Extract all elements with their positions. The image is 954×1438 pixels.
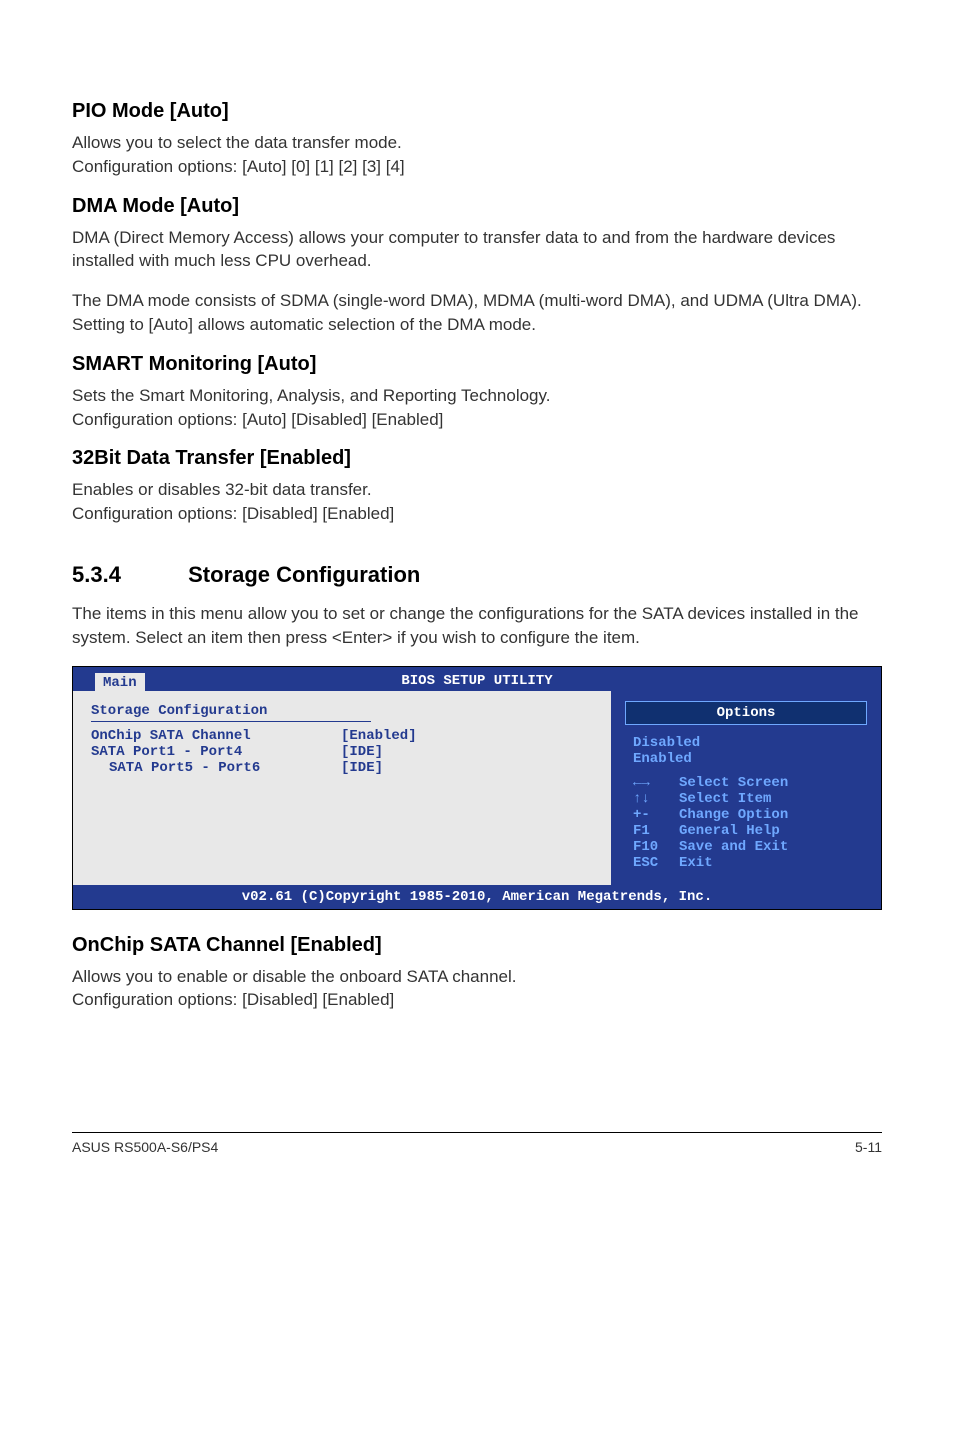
help-key-list: ←→Select Screen ↑↓Select Item +-Change O… (633, 775, 867, 871)
bios-setup-utility: Main BIOS SETUP UTILITY Storage Configur… (72, 666, 882, 910)
footer-product: ASUS RS500A-S6/PS4 (72, 1139, 218, 1155)
text: Configuration options: [Auto] [Disabled]… (72, 410, 443, 429)
options-header: Options (625, 701, 867, 725)
text: Sets the Smart Monitoring, Analysis, and… (72, 386, 550, 405)
help-desc: Exit (679, 855, 713, 871)
bios-item-value: [IDE] (341, 744, 383, 760)
paragraph-onchip: Allows you to enable or disable the onbo… (72, 965, 882, 1013)
bios-item-value: [IDE] (341, 760, 383, 776)
paragraph-32bit: Enables or disables 32-bit data transfer… (72, 478, 882, 526)
help-row: F10Save and Exit (633, 839, 867, 855)
text: Configuration options: [Auto] [0] [1] [2… (72, 157, 405, 176)
bios-right-panel: Options Disabled Enabled ←→Select Screen… (611, 691, 881, 885)
help-key: ←→ (633, 775, 679, 791)
paragraph-pio: Allows you to select the data transfer m… (72, 131, 882, 179)
text: Allows you to select the data transfer m… (72, 133, 402, 152)
help-desc: Select Item (679, 791, 771, 807)
section-title: Storage Configuration (188, 562, 420, 587)
section-number: 5.3.4 (72, 562, 182, 588)
bios-item-value: [Enabled] (341, 728, 417, 744)
paragraph-dma-1: DMA (Direct Memory Access) allows your c… (72, 226, 882, 274)
bios-body: Storage Configuration OnChip SATA Channe… (73, 691, 881, 885)
heading-storage-configuration: 5.3.4 Storage Configuration (72, 562, 882, 588)
text: Enables or disables 32-bit data transfer… (72, 480, 372, 499)
help-row: ESCExit (633, 855, 867, 871)
help-key: ESC (633, 855, 679, 871)
heading-pio-mode: PIO Mode [Auto] (72, 100, 882, 123)
bios-title: BIOS SETUP UTILITY (401, 673, 552, 689)
text: Configuration options: [Disabled] [Enabl… (72, 504, 394, 523)
help-desc: General Help (679, 823, 780, 839)
text: Configuration options: [Disabled] [Enabl… (72, 990, 394, 1009)
bios-title-row: Main BIOS SETUP UTILITY (73, 667, 881, 691)
bios-section-title: Storage Configuration (91, 703, 593, 719)
paragraph-smart: Sets the Smart Monitoring, Analysis, and… (72, 384, 882, 432)
text: Allows you to enable or disable the onbo… (72, 967, 517, 986)
help-key: F1 (633, 823, 679, 839)
bios-tab-main[interactable]: Main (95, 673, 145, 693)
bios-item-sata-port5-6[interactable]: SATA Port5 - Port6 [IDE] (91, 760, 593, 776)
page-footer: ASUS RS500A-S6/PS4 5-11 (72, 1132, 882, 1155)
heading-dma-mode: DMA Mode [Auto] (72, 195, 882, 218)
help-desc: Change Option (679, 807, 788, 823)
bios-left-panel: Storage Configuration OnChip SATA Channe… (73, 691, 611, 885)
divider (91, 721, 371, 722)
help-row: +-Change Option (633, 807, 867, 823)
bios-item-label: SATA Port1 - Port4 (91, 744, 341, 760)
bios-item-onchip-sata[interactable]: OnChip SATA Channel [Enabled] (91, 728, 593, 744)
paragraph-storage-intro: The items in this menu allow you to set … (72, 602, 882, 650)
options-list: Disabled Enabled (633, 735, 867, 767)
bios-footer: v02.61 (C)Copyright 1985-2010, American … (73, 885, 881, 909)
bios-item-label: SATA Port5 - Port6 (91, 760, 341, 776)
help-row: ←→Select Screen (633, 775, 867, 791)
bios-item-label: OnChip SATA Channel (91, 728, 341, 744)
heading-onchip-sata-channel: OnChip SATA Channel [Enabled] (72, 934, 882, 957)
help-row: F1General Help (633, 823, 867, 839)
help-key: F10 (633, 839, 679, 855)
option-disabled[interactable]: Disabled (633, 735, 867, 751)
bios-item-sata-port1-4[interactable]: SATA Port1 - Port4 [IDE] (91, 744, 593, 760)
footer-page-number: 5-11 (855, 1139, 882, 1155)
paragraph-dma-2: The DMA mode consists of SDMA (single-wo… (72, 289, 882, 337)
help-desc: Select Screen (679, 775, 788, 791)
help-desc: Save and Exit (679, 839, 788, 855)
help-key: ↑↓ (633, 791, 679, 807)
heading-32bit-transfer: 32Bit Data Transfer [Enabled] (72, 447, 882, 470)
heading-smart-monitoring: SMART Monitoring [Auto] (72, 353, 882, 376)
option-enabled[interactable]: Enabled (633, 751, 867, 767)
help-row: ↑↓Select Item (633, 791, 867, 807)
help-key: +- (633, 807, 679, 823)
